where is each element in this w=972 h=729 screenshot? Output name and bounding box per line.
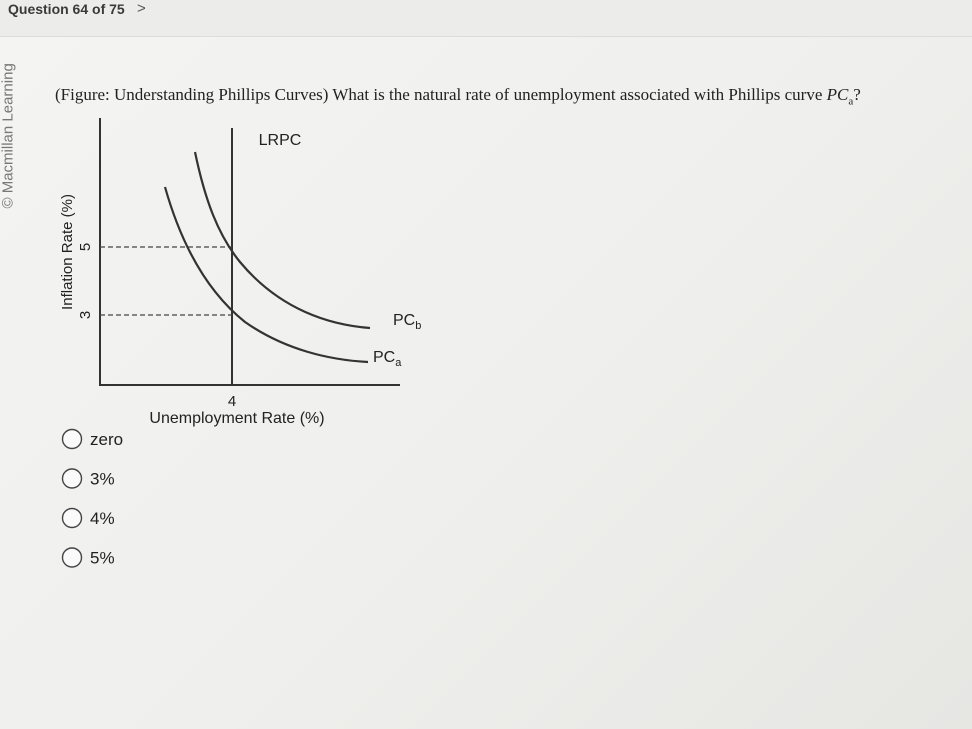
curve-subscript: a [848, 95, 854, 108]
radio-button[interactable] [61, 468, 83, 489]
x-axis-label: Unemployment Rate (%) [149, 410, 324, 427]
lrpc-label: LRPC [259, 132, 302, 149]
curve-label-sub: a [395, 357, 402, 369]
x-tick-label: 4 [228, 393, 236, 410]
question-text: (Figure: Understanding Phillips Curves) … [55, 85, 823, 104]
y-tick-label: 5 [77, 243, 94, 251]
curve-label-sub: b [415, 320, 421, 332]
options: zero 3% 4% 5% [61, 428, 123, 568]
y-tick-label: 3 [77, 311, 94, 319]
curve-label-text: PC [373, 349, 395, 366]
option-label[interactable]: 3% [90, 470, 115, 489]
radio-button[interactable] [61, 547, 83, 568]
question: (Figure: Understanding Phillips Curves) … [55, 85, 861, 107]
top-bar: Question 64 of 75 > [0, 0, 972, 37]
option-label[interactable]: 4% [90, 509, 115, 528]
curve-pc-a [163, 186, 369, 364]
radio-button[interactable] [61, 428, 83, 450]
curve-label-text: PC [393, 312, 415, 329]
curve-name: PC [826, 85, 849, 104]
question-end: ? [853, 85, 861, 104]
question-counter: Question 64 of 75 [8, 1, 125, 17]
curve-label: PCb [393, 312, 421, 332]
curve-pc-b [193, 151, 371, 330]
next-arrow[interactable]: > [137, 0, 146, 17]
option-label[interactable]: 5% [90, 549, 115, 568]
option-label[interactable]: zero [90, 430, 123, 449]
y-axis-label: Inflation Rate (%) [59, 194, 76, 310]
curve-label: PCa [373, 349, 402, 369]
radio-button[interactable] [61, 507, 83, 529]
